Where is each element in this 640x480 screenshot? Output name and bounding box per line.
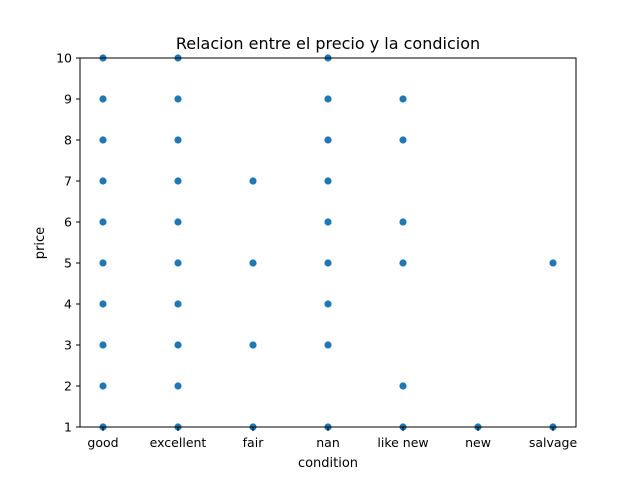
data-point — [399, 136, 407, 144]
y-axis-label: price — [33, 227, 48, 259]
data-point — [174, 218, 182, 226]
data-point — [324, 218, 332, 226]
data-point — [324, 300, 332, 308]
data-point — [174, 382, 182, 390]
data-point — [399, 259, 407, 267]
data-point — [249, 259, 257, 267]
y-tick-label: 6 — [64, 215, 72, 230]
data-point — [174, 300, 182, 308]
x-tick-label: good — [87, 435, 118, 450]
data-point — [324, 259, 332, 267]
x-tick-label: fair — [243, 435, 265, 450]
data-point — [249, 341, 257, 349]
data-point — [324, 177, 332, 185]
data-point — [549, 259, 557, 267]
y-tick-label: 1 — [64, 420, 72, 435]
data-point — [174, 95, 182, 103]
data-point — [99, 218, 107, 226]
chart-title: Relacion entre el precio y la condicion — [176, 34, 480, 53]
data-point — [99, 300, 107, 308]
data-point — [174, 341, 182, 349]
y-tick-label: 8 — [64, 133, 72, 148]
y-tick-label: 10 — [56, 51, 72, 66]
x-tick-label: like new — [377, 435, 428, 450]
data-point — [399, 218, 407, 226]
data-point — [99, 259, 107, 267]
data-point — [324, 136, 332, 144]
data-point — [99, 95, 107, 103]
x-tick-label: nan — [316, 435, 340, 450]
data-point — [324, 95, 332, 103]
y-tick-label: 2 — [64, 379, 72, 394]
x-axis-label: condition — [298, 456, 358, 471]
y-tick-label: 5 — [64, 256, 72, 271]
y-axis-ticks: 1 2 3 4 5 6 7 8 9 10 — [56, 51, 80, 435]
data-point — [174, 259, 182, 267]
data-point — [324, 341, 332, 349]
data-points — [99, 54, 557, 431]
data-point — [399, 95, 407, 103]
x-tick-label: salvage — [529, 435, 578, 450]
data-point — [399, 382, 407, 390]
data-point — [249, 177, 257, 185]
data-point — [99, 136, 107, 144]
data-point — [99, 341, 107, 349]
y-tick-label: 9 — [64, 92, 72, 107]
y-tick-label: 3 — [64, 338, 72, 353]
data-point — [99, 177, 107, 185]
data-point — [174, 177, 182, 185]
plot-frame — [79, 57, 577, 428]
x-tick-label: excellent — [150, 435, 207, 450]
data-point — [99, 382, 107, 390]
y-tick-label: 7 — [64, 174, 72, 189]
data-point — [174, 136, 182, 144]
x-tick-label: new — [465, 435, 491, 450]
y-tick-label: 4 — [64, 297, 72, 312]
x-axis-ticks: good excellent fair nan like new new salvage — [87, 427, 577, 450]
